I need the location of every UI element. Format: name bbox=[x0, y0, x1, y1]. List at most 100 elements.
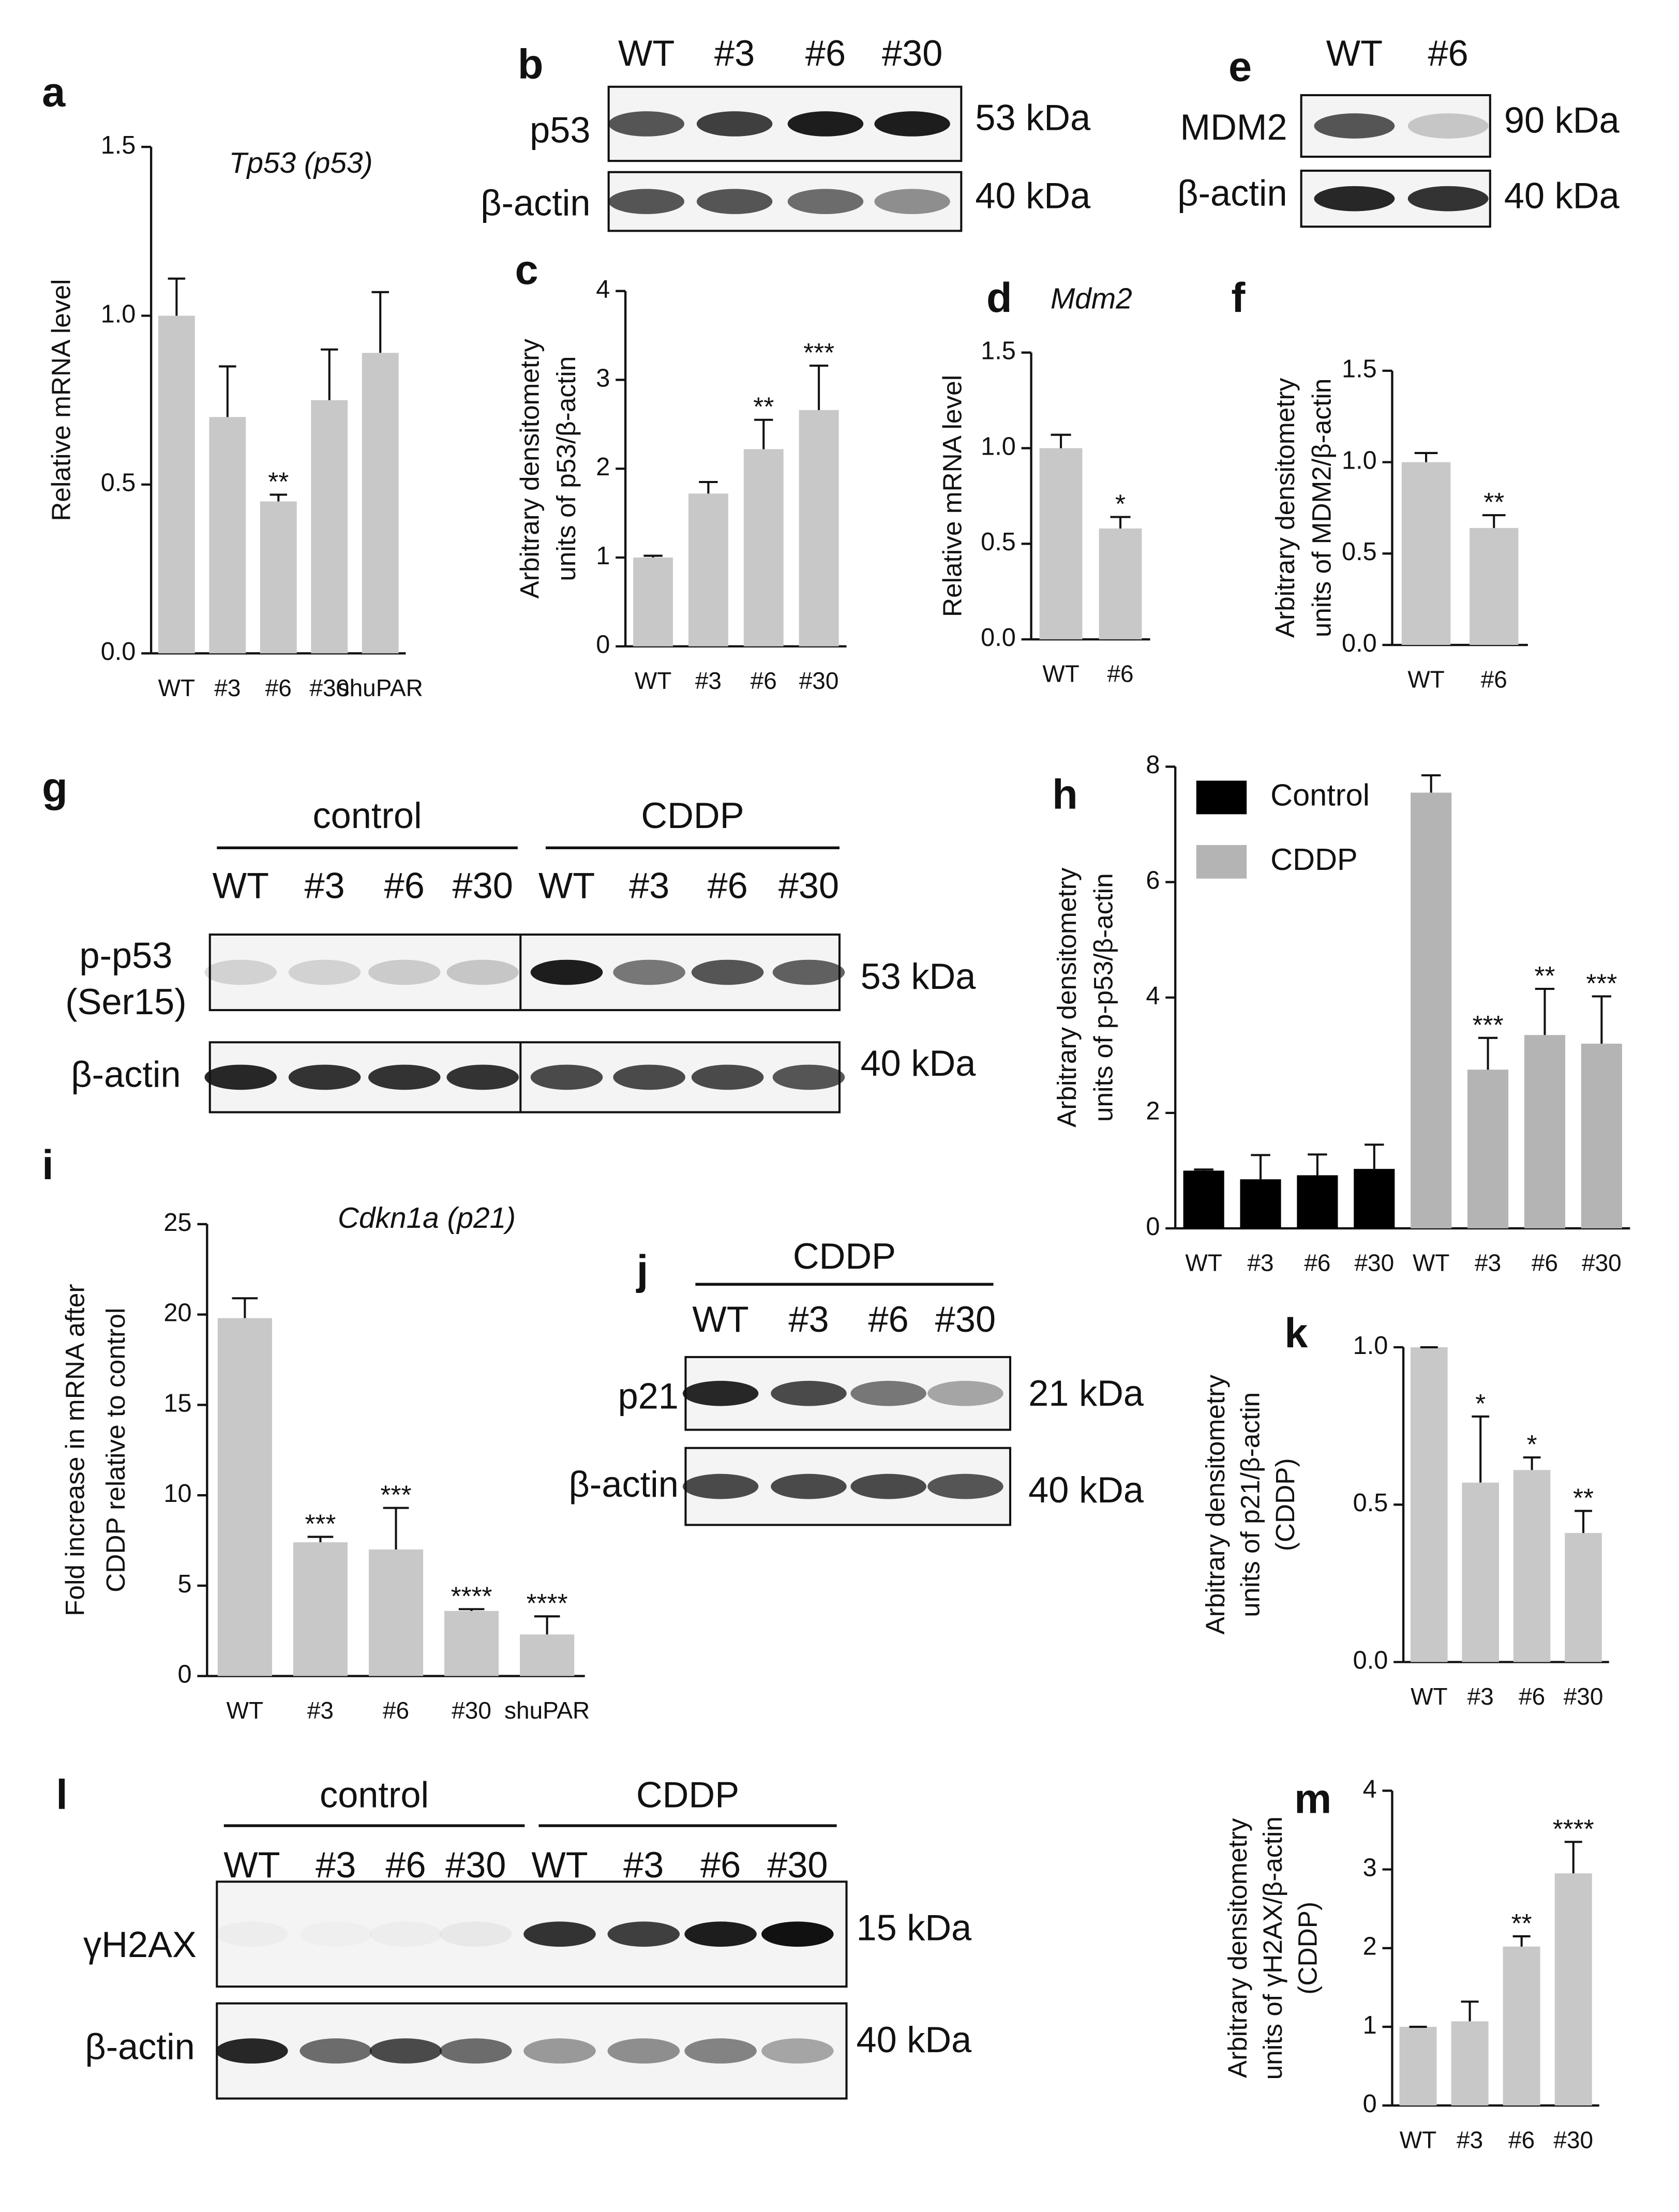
bar bbox=[158, 315, 195, 654]
y-tick-label: 0.5 bbox=[101, 469, 136, 497]
band bbox=[446, 1064, 519, 1090]
x-tick-label: #6 bbox=[1508, 2127, 1535, 2154]
band bbox=[368, 959, 441, 985]
group-label: CDDP bbox=[636, 1774, 739, 1815]
bar bbox=[1183, 1170, 1224, 1229]
lane-label: #6 bbox=[868, 1299, 909, 1340]
band bbox=[771, 1380, 847, 1406]
y-tick-label: 0.0 bbox=[1342, 629, 1377, 657]
panel-label: j bbox=[636, 1247, 649, 1293]
band bbox=[216, 1921, 288, 1947]
error-bar bbox=[383, 1507, 409, 1550]
band bbox=[530, 959, 603, 985]
error-bar bbox=[754, 418, 773, 449]
error-bar bbox=[1110, 516, 1131, 529]
x-tick-label: #30 bbox=[1354, 1250, 1394, 1276]
group-label: control bbox=[313, 795, 422, 836]
x-tick-label: #3 bbox=[1247, 1250, 1273, 1276]
error-bar bbox=[219, 365, 236, 417]
panel-label: b bbox=[518, 41, 544, 87]
lane-label: #6 bbox=[385, 1844, 426, 1885]
x-tick-label: WT bbox=[1407, 666, 1444, 693]
group-label: CDDP bbox=[793, 1236, 896, 1276]
x-tick-label: #6 bbox=[1304, 1250, 1330, 1276]
y-tick-label: 2 bbox=[1146, 1097, 1160, 1125]
significance-label: *** bbox=[1473, 1010, 1504, 1040]
legend-swatch bbox=[1196, 845, 1247, 879]
y-tick-label: 1.0 bbox=[1353, 1332, 1388, 1360]
chart-title: Cdkn1a (p21) bbox=[338, 1202, 516, 1235]
bar bbox=[1297, 1175, 1338, 1229]
bar bbox=[1524, 1035, 1566, 1229]
y-tick-label: 0.0 bbox=[1353, 1646, 1388, 1674]
x-tick-label: #3 bbox=[1457, 2127, 1483, 2154]
bar bbox=[362, 353, 399, 654]
legend-label: Control bbox=[1270, 778, 1370, 812]
error-bar bbox=[232, 1297, 258, 1318]
bar bbox=[368, 1549, 424, 1676]
size-label: 53 kDa bbox=[975, 97, 1091, 138]
error-bar bbox=[809, 364, 829, 410]
lane-label: #3 bbox=[623, 1844, 664, 1885]
bar bbox=[1411, 792, 1452, 1229]
size-label: 40 kDa bbox=[1028, 1469, 1144, 1510]
error-bar bbox=[1365, 1143, 1384, 1169]
y-tick-label: 20 bbox=[163, 1299, 191, 1327]
error-bar bbox=[1421, 774, 1441, 793]
error-bar bbox=[1251, 1154, 1270, 1180]
band bbox=[696, 111, 773, 137]
bar bbox=[1462, 1482, 1500, 1662]
panel-label: d bbox=[986, 275, 1012, 321]
x-tick-label: #30 bbox=[309, 674, 349, 701]
y-tick-label: 0 bbox=[1363, 2090, 1377, 2118]
x-tick-label: WT bbox=[1400, 2127, 1436, 2154]
band bbox=[370, 1921, 442, 1947]
lane-label: #30 bbox=[453, 865, 513, 906]
error-bar bbox=[534, 1615, 560, 1635]
bar bbox=[1039, 448, 1083, 640]
band bbox=[613, 1064, 685, 1090]
row-label: β-actin bbox=[1177, 172, 1287, 213]
band bbox=[927, 1473, 1003, 1499]
band bbox=[369, 2038, 442, 2064]
y-tick-label: 2 bbox=[1363, 1933, 1377, 1961]
significance-label: * bbox=[1115, 489, 1126, 519]
error-bar bbox=[699, 480, 718, 494]
x-tick-label: #3 bbox=[1467, 1683, 1494, 1710]
band bbox=[772, 1064, 845, 1090]
band bbox=[368, 1064, 441, 1090]
band bbox=[874, 189, 950, 214]
lane-label: #3 bbox=[788, 1299, 829, 1340]
y-tick-label: 1 bbox=[1363, 2011, 1377, 2039]
panel-label: g bbox=[42, 764, 68, 811]
row-label: β-actin bbox=[568, 1464, 678, 1504]
bar bbox=[1399, 2026, 1437, 2106]
x-tick-label: WT bbox=[1411, 1683, 1447, 1710]
significance-label: * bbox=[1527, 1429, 1537, 1459]
lane-label: WT bbox=[618, 33, 674, 73]
x-tick-label: #30 bbox=[452, 1697, 491, 1724]
size-label: 15 kDa bbox=[856, 1907, 972, 1948]
y-axis-label: CDDP relative to control bbox=[100, 1308, 130, 1592]
x-tick-label: WT bbox=[635, 667, 671, 694]
lane-label: #30 bbox=[882, 33, 942, 73]
band bbox=[874, 111, 950, 137]
bar bbox=[1581, 1043, 1622, 1229]
y-tick-label: 15 bbox=[163, 1389, 191, 1417]
band bbox=[530, 1064, 603, 1090]
panel-label: m bbox=[1294, 1776, 1331, 1823]
size-label: 40 kDa bbox=[975, 175, 1091, 216]
size-label: 90 kDa bbox=[1504, 100, 1620, 141]
error-bar bbox=[168, 277, 186, 316]
significance-label: *** bbox=[381, 1480, 412, 1510]
group-label: control bbox=[320, 1774, 429, 1815]
band bbox=[439, 1921, 512, 1947]
y-tick-label: 8 bbox=[1146, 751, 1160, 779]
row-label: β-actin bbox=[71, 1054, 181, 1094]
x-tick-label: #3 bbox=[214, 674, 241, 701]
panel-label: h bbox=[1052, 771, 1078, 818]
error-bar bbox=[1592, 995, 1612, 1044]
band bbox=[684, 1921, 757, 1947]
x-tick-label: #30 bbox=[1564, 1683, 1603, 1710]
band bbox=[771, 1473, 847, 1499]
